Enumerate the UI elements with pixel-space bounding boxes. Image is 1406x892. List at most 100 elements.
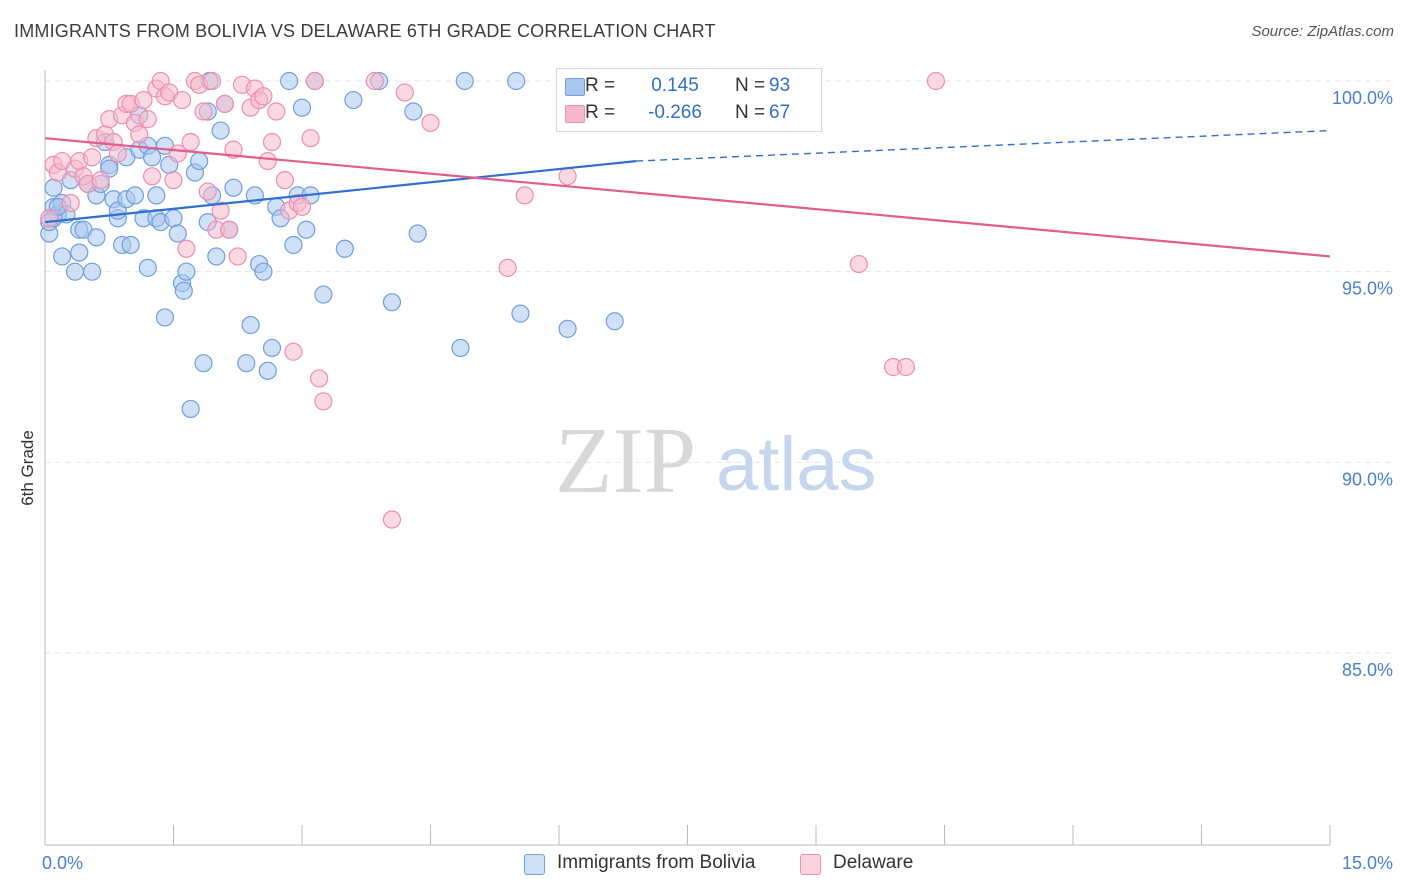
x-tick-label: 15.0%: [1342, 853, 1393, 873]
bolivia-point: [174, 281, 193, 300]
bolivia-point: [87, 228, 106, 247]
delaware-point: [91, 171, 110, 190]
bolivia-point: [408, 224, 427, 243]
y-tick-label: 90.0%: [1342, 469, 1393, 489]
bolivia-point: [292, 98, 312, 117]
y-tick-label: 95.0%: [1342, 279, 1393, 299]
legend-r-label: R =: [585, 102, 616, 123]
bolivia-point: [155, 308, 175, 327]
delaware-point: [498, 258, 517, 277]
delaware-point: [40, 209, 59, 228]
delaware-point: [172, 90, 192, 110]
bolivia-point: [451, 338, 470, 358]
legend-swatch-pink: [565, 105, 585, 123]
bolivia-point: [258, 361, 277, 380]
bolivia-point: [70, 243, 89, 262]
delaware-point: [267, 102, 286, 121]
legend-n-label: N =: [735, 75, 766, 96]
delaware-point: [194, 102, 213, 121]
correlation-legend: R = 0.145 N = 93 R = -0.266 N = 67: [556, 68, 822, 132]
delaware-point: [108, 144, 127, 163]
delaware-point: [926, 71, 946, 91]
legend-r-value: 0.145: [651, 75, 699, 96]
bolivia-point: [511, 304, 530, 323]
bolivia-point: [507, 71, 526, 91]
delaware-point: [228, 247, 247, 266]
delaware-point: [314, 392, 333, 411]
bolivia-point: [605, 312, 624, 331]
bolivia-point: [344, 90, 363, 110]
bolivia-point: [224, 178, 243, 197]
bolivia-point: [190, 151, 209, 171]
delaware-point: [292, 197, 312, 216]
y-axis-label: 6th Grade: [18, 430, 37, 506]
bolivia-point: [297, 220, 316, 239]
delaware-point: [198, 182, 217, 201]
delaware-point: [515, 186, 534, 205]
bolivia-point: [168, 224, 187, 243]
bolivia-point: [262, 338, 282, 358]
delaware-trend-line: [44, 137, 1331, 258]
points-layer: [40, 71, 946, 529]
trend-layer: [44, 129, 1331, 258]
delaware-point: [61, 193, 80, 213]
legend-n-value: 93: [769, 75, 791, 96]
legend-n-label: N =: [735, 102, 766, 123]
delaware-point: [138, 110, 157, 129]
delaware-point: [310, 369, 329, 388]
delaware-point: [262, 132, 282, 152]
delaware-point: [395, 83, 414, 102]
delaware-point: [849, 254, 868, 274]
bolivia-point: [382, 293, 402, 312]
delaware-point: [181, 132, 200, 152]
delaware-point: [305, 71, 324, 91]
watermark: ZIP atlas: [555, 409, 877, 513]
bolivia-point: [53, 247, 72, 266]
delaware-point: [301, 129, 320, 148]
bolivia-point: [121, 235, 140, 255]
delaware-point: [211, 201, 230, 220]
delaware-point: [177, 239, 196, 258]
bolivia-point: [280, 71, 299, 91]
y-tick-label: 85.0%: [1342, 660, 1393, 680]
y-tick-label: 100.0%: [1332, 88, 1393, 108]
bolivia-point: [314, 285, 333, 304]
delaware-point: [215, 94, 234, 113]
bolivia-point: [335, 239, 354, 258]
bolivia-point: [83, 262, 102, 281]
axis-layer: 85.0% 90.0% 95.0% 100.0% 0.0% 15.0%: [42, 70, 1393, 873]
legend-swatch-blue: [565, 78, 585, 96]
delaware-point: [284, 342, 303, 361]
bolivia-point: [211, 121, 230, 140]
legend-n-value: 67: [769, 102, 791, 123]
delaware-point: [224, 140, 243, 159]
bolivia-point: [147, 186, 166, 205]
bolivia-point: [558, 319, 577, 338]
bolivia-point: [254, 262, 273, 281]
delaware-point: [258, 151, 277, 171]
delaware-point: [421, 113, 440, 133]
delaware-point: [142, 167, 162, 186]
bottom-legend-label: Delaware: [833, 852, 914, 873]
bottom-legend-swatch-blue: [524, 854, 545, 875]
delaware-point: [896, 357, 916, 377]
bolivia-point: [181, 399, 200, 419]
bolivia-point: [177, 262, 196, 281]
bolivia-point: [164, 209, 183, 228]
delaware-point: [220, 220, 239, 239]
bolivia-point: [125, 186, 145, 205]
bolivia-point: [44, 178, 63, 197]
source-credit: Source: ZipAtlas.com: [1251, 23, 1394, 40]
bolivia-point: [455, 71, 474, 91]
bolivia-trend-extension: [636, 129, 1331, 162]
bolivia-point: [207, 247, 226, 266]
delaware-point: [83, 148, 102, 167]
bolivia-trend-line: [44, 159, 637, 224]
chart-title: IMMIGRANTS FROM BOLIVIA VS DELAWARE 6TH …: [14, 21, 716, 41]
delaware-point: [275, 171, 294, 190]
delaware-point: [254, 87, 273, 106]
legend-r-value: -0.266: [648, 102, 702, 123]
legend-r-label: R =: [585, 75, 616, 96]
delaware-point: [365, 71, 384, 91]
delaware-point: [130, 125, 149, 144]
